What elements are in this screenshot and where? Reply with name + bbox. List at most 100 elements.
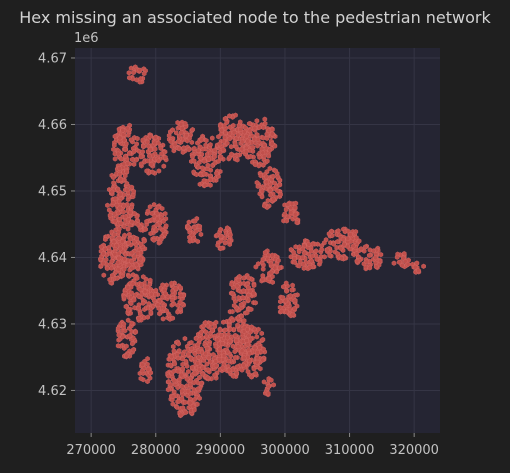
hex-marker (260, 357, 265, 363)
hex-marker (129, 156, 135, 163)
hex-marker (260, 150, 266, 156)
hex-marker (125, 284, 131, 291)
hex-marker (204, 333, 209, 339)
hex-marker (273, 168, 278, 174)
hex-marker (128, 236, 133, 242)
hex-marker (274, 269, 279, 275)
hex-marker (182, 335, 188, 342)
hex-marker (232, 348, 238, 355)
hex-marker (270, 279, 275, 285)
hex-marker (234, 337, 239, 344)
hex-marker (124, 187, 130, 193)
hex-marker (198, 380, 204, 386)
hex-marker (125, 160, 131, 167)
hex-marker (226, 367, 232, 373)
x-tick-label: 300000 (260, 443, 310, 458)
hex-marker (134, 262, 139, 268)
hex-marker (144, 218, 149, 225)
y-tick-label: 4.63 (38, 317, 67, 332)
hex-marker (358, 246, 364, 252)
hex-marker (163, 291, 168, 297)
hex-marker (265, 390, 271, 396)
hex-marker (266, 153, 271, 159)
hex-marker (421, 263, 426, 269)
hex-marker (124, 180, 130, 187)
hex-marker (168, 138, 174, 145)
hex-marker (296, 263, 302, 269)
hex-marker (229, 151, 234, 157)
hex-marker (155, 204, 161, 211)
hex-marker (192, 218, 198, 224)
hex-marker (248, 153, 254, 160)
hex-marker (402, 250, 407, 257)
hex-marker (111, 239, 117, 245)
hex-marker (102, 246, 108, 252)
hex-marker (246, 120, 252, 127)
hex-marker (322, 254, 327, 260)
hex-marker (112, 196, 118, 202)
hex-marker (249, 324, 254, 330)
hex-marker (270, 252, 275, 258)
hex-marker (133, 157, 139, 163)
y-tick-label: 4.67 (38, 51, 67, 66)
hex-marker (189, 139, 195, 146)
hex-marker (186, 146, 192, 153)
hex-marker (179, 125, 185, 132)
hex-marker (307, 264, 313, 270)
hex-marker (128, 137, 134, 143)
hex-marker (265, 158, 270, 164)
hex-marker (153, 134, 158, 140)
hex-marker (264, 179, 269, 185)
hex-marker (214, 170, 219, 176)
hex-marker (252, 125, 258, 131)
hex-marker (256, 261, 261, 267)
hex-marker (160, 316, 166, 322)
hex-marker (142, 289, 148, 295)
hex-marker (244, 310, 250, 316)
hex-marker (177, 299, 183, 305)
hex-marker (264, 174, 269, 180)
hex-marker (116, 226, 122, 232)
hex-marker (189, 339, 194, 346)
hex-marker (137, 311, 143, 317)
hex-marker (253, 300, 258, 306)
hex-marker (354, 258, 360, 264)
hex-marker (269, 377, 274, 383)
hex-marker (214, 232, 220, 238)
hex-marker (306, 241, 312, 248)
hex-marker (100, 260, 106, 266)
hex-marker (264, 135, 270, 142)
hex-marker (218, 245, 224, 251)
hex-marker (123, 153, 128, 159)
hex-marker (138, 161, 144, 167)
hex-marker (200, 365, 206, 371)
hex-marker (284, 288, 289, 294)
hex-marker (367, 252, 372, 259)
hex-marker (184, 132, 189, 139)
hex-marker (254, 118, 260, 124)
hex-marker (107, 276, 113, 283)
hex-marker (231, 302, 237, 309)
x-tick-label: 320000 (389, 443, 439, 458)
hex-marker (313, 248, 319, 254)
hex-marker (225, 335, 230, 341)
hex-marker (217, 123, 223, 129)
hex-marker (212, 324, 218, 330)
hex-marker (122, 294, 127, 300)
hex-marker (247, 147, 253, 154)
hex-marker (160, 227, 166, 234)
hex-marker (166, 132, 172, 139)
hex-marker (185, 224, 191, 230)
hex-marker (262, 249, 268, 256)
hex-marker (235, 132, 241, 138)
hex-marker (220, 340, 225, 347)
hex-marker (119, 238, 125, 245)
hex-marker (203, 319, 208, 326)
hex-marker (176, 146, 182, 152)
hex-marker (144, 284, 150, 290)
hex-marker (175, 309, 180, 315)
hex-marker (138, 76, 143, 82)
hex-marker (326, 231, 332, 237)
hex-marker (125, 317, 131, 323)
hex-marker (268, 192, 273, 198)
